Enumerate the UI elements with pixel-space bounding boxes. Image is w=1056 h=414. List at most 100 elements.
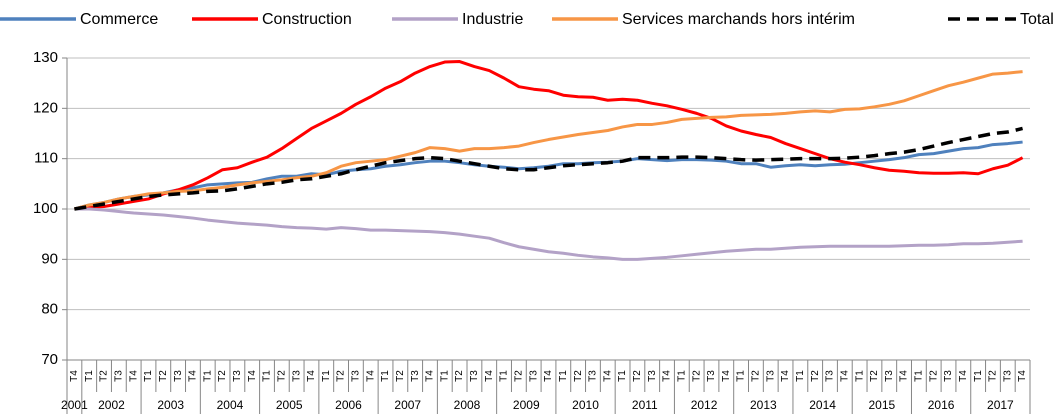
y-tick-label: 90 <box>41 250 58 267</box>
y-tick-label: 80 <box>41 301 58 318</box>
x-tick-label: T3 <box>765 370 776 382</box>
year-label: 2009 <box>513 398 540 412</box>
x-tick-label: T1 <box>143 370 154 382</box>
x-tick-label: T3 <box>469 370 480 382</box>
x-tick-label: T3 <box>351 370 362 382</box>
x-tick-label: T1 <box>321 370 332 382</box>
x-tick-label: T3 <box>528 370 539 382</box>
year-label: 2012 <box>691 398 718 412</box>
x-tick-label: T4 <box>484 370 495 382</box>
x-tick-label: T3 <box>113 370 124 382</box>
x-tick-label: T3 <box>410 370 421 382</box>
year-label: 2005 <box>276 398 303 412</box>
x-tick-label: T2 <box>810 370 821 382</box>
series-line <box>74 70 1023 211</box>
x-tick-label: T1 <box>676 370 687 382</box>
x-tick-label: T2 <box>751 370 762 382</box>
x-tick-label: T4 <box>602 370 613 382</box>
year-label: 2004 <box>217 398 244 412</box>
x-tick-label: T1 <box>795 370 806 382</box>
x-tick-label: T1 <box>736 370 747 382</box>
series-line <box>74 126 1023 211</box>
y-tick-label: 110 <box>34 150 58 167</box>
x-tick-label: T4 <box>899 370 910 382</box>
x-tick-label: T4 <box>247 370 258 382</box>
legend-label: Commerce <box>80 11 158 28</box>
x-tick-label: T4 <box>365 370 376 382</box>
year-label: 2002 <box>98 398 125 412</box>
x-tick-label: T4 <box>425 370 436 382</box>
legend-label: Services marchands hors intérim <box>622 11 855 28</box>
x-tick-label: T3 <box>884 370 895 382</box>
x-tick-label: T2 <box>217 370 228 382</box>
x-tick-label: T1 <box>558 370 569 382</box>
x-tick-label: T2 <box>158 370 169 382</box>
x-tick-label: T3 <box>291 370 302 382</box>
x-tick-label: T2 <box>988 370 999 382</box>
x-tick-label: T2 <box>454 370 465 382</box>
x-tick-label: T3 <box>706 370 717 382</box>
x-tick-label: T1 <box>439 370 450 382</box>
series-line <box>74 60 1024 211</box>
x-tick-label: T1 <box>499 370 510 382</box>
year-label: 2003 <box>157 398 184 412</box>
x-tick-label: T4 <box>188 370 199 382</box>
x-tick-label: T1 <box>914 370 925 382</box>
x-tick-label: T2 <box>514 370 525 382</box>
x-tick-label: T1 <box>973 370 984 382</box>
series-line <box>74 140 1023 211</box>
legend-label: Construction <box>262 11 352 28</box>
x-tick-label: T4 <box>69 370 80 382</box>
x-tick-label: T3 <box>943 370 954 382</box>
x-tick-label: T4 <box>839 370 850 382</box>
x-tick-label: T2 <box>691 370 702 382</box>
year-label: 2015 <box>868 398 895 412</box>
year-label: 2006 <box>335 398 362 412</box>
x-tick-label: T1 <box>84 370 95 382</box>
year-label: 2010 <box>572 398 599 412</box>
x-tick-label: T2 <box>395 370 406 382</box>
y-tick-label: 120 <box>33 99 58 116</box>
x-tick-label: T1 <box>854 370 865 382</box>
x-tick-label: T1 <box>262 370 273 382</box>
year-label: 2011 <box>632 398 658 412</box>
year-label: 2017 <box>987 398 1014 412</box>
x-tick-label: T4 <box>780 370 791 382</box>
x-tick-label: T2 <box>632 370 643 382</box>
year-label: 2016 <box>928 398 955 412</box>
x-tick-label: T1 <box>380 370 391 382</box>
x-tick-label: T3 <box>173 370 184 382</box>
y-tick-label: 100 <box>33 200 58 217</box>
y-tick-label: 130 <box>33 49 58 66</box>
series-line <box>74 207 1023 261</box>
year-label: 2001 <box>61 398 88 412</box>
year-label: 2014 <box>809 398 836 412</box>
x-tick-label: T1 <box>617 370 628 382</box>
x-tick-label: T3 <box>588 370 599 382</box>
x-tick-label: T3 <box>1002 370 1013 382</box>
x-tick-label: T2 <box>336 370 347 382</box>
x-tick-label: T2 <box>276 370 287 382</box>
x-tick-label: T4 <box>662 370 673 382</box>
y-tick-label: 70 <box>41 351 58 368</box>
x-tick-label: T4 <box>543 370 554 382</box>
x-tick-label: T2 <box>573 370 584 382</box>
legend-label: Total <box>1020 11 1054 28</box>
x-tick-label: T2 <box>928 370 939 382</box>
x-tick-label: T1 <box>202 370 213 382</box>
x-tick-label: T4 <box>958 370 969 382</box>
legend-label: Industrie <box>462 11 523 28</box>
x-tick-label: T4 <box>306 370 317 382</box>
x-tick-label: T4 <box>1017 370 1028 382</box>
x-tick-label: T3 <box>232 370 243 382</box>
x-tick-label: T2 <box>99 370 110 382</box>
year-label: 2007 <box>394 398 421 412</box>
year-label: 2013 <box>750 398 777 412</box>
x-tick-label: T2 <box>869 370 880 382</box>
x-tick-label: T3 <box>825 370 836 382</box>
x-tick-label: T4 <box>721 370 732 382</box>
year-label: 2008 <box>454 398 481 412</box>
x-tick-label: T3 <box>647 370 658 382</box>
x-tick-label: T4 <box>128 370 139 382</box>
